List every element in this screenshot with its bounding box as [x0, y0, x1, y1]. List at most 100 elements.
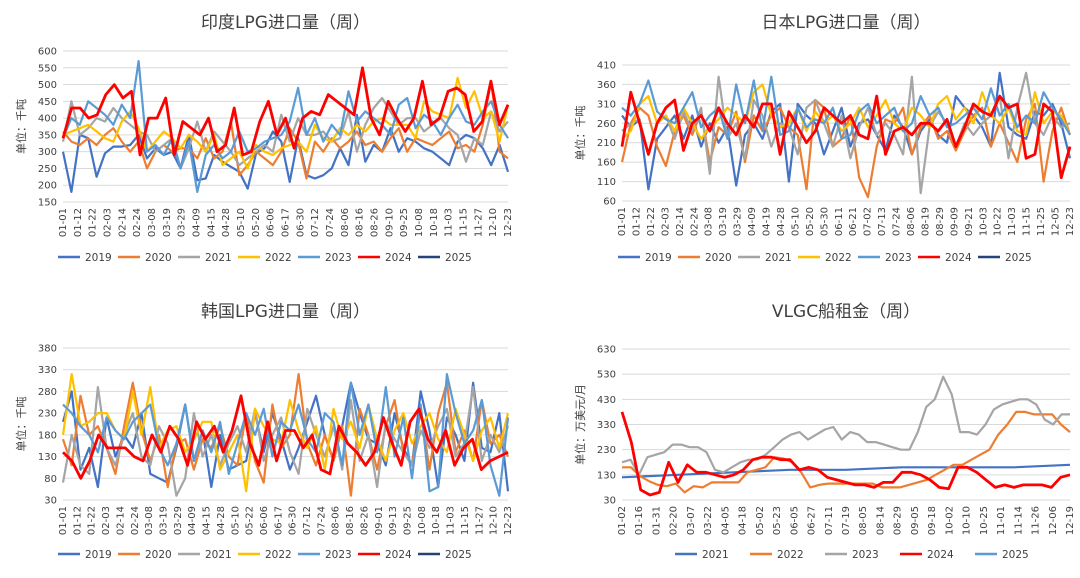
x-tick-label: 12-23 — [503, 506, 514, 535]
x-tick-label: 09-21 — [964, 207, 975, 236]
x-tick-label: 05-20 — [251, 208, 262, 237]
series-line-2024 — [620, 90, 1072, 180]
x-tick-label: 03-08 — [704, 207, 715, 236]
y-tick-label: 330 — [597, 420, 616, 431]
x-tick-label: 03-29 — [173, 506, 184, 535]
x-tick-label: 09-09 — [949, 207, 960, 236]
legend-label: 2019 — [645, 252, 672, 264]
chart-title: 日本LPG进口量（周） — [762, 13, 931, 33]
y-tick-label: 60 — [603, 197, 616, 208]
x-tick-label: 08-06 — [906, 207, 917, 236]
x-tick-label: 01-22 — [87, 506, 98, 535]
x-tick-label: 06-05 — [789, 506, 800, 535]
x-tick-label: 09-18 — [927, 506, 938, 535]
y-tick-label: 130 — [597, 470, 616, 481]
x-tick-label: 06-17 — [273, 506, 284, 535]
x-tick-label: 01-02 — [617, 506, 628, 535]
legend-label: 2021 — [765, 252, 792, 264]
x-tick-label: 08-06 — [331, 506, 342, 535]
y-tick-label: 360 — [597, 80, 616, 91]
legend-label: 2025 — [445, 252, 472, 264]
series-line-2024 — [61, 66, 510, 157]
legend-label: 2020 — [145, 549, 172, 561]
y-tick-label: 150 — [38, 198, 57, 209]
legend-label: 2024 — [945, 252, 972, 264]
x-tick-label: 02-24 — [132, 208, 143, 237]
x-tick-label: 11-03 — [446, 506, 457, 535]
series-line-2022 — [621, 83, 1072, 140]
x-tick-label: 01-22 — [646, 207, 657, 236]
legend-label: 2025 — [1005, 252, 1032, 264]
y-tick-label: 30 — [44, 496, 57, 507]
x-tick-label: 12-19 — [1065, 506, 1076, 535]
y-tick-label: 310 — [597, 99, 616, 110]
india-lpg-import-chart: 印度LPG进口量（周） 单位：千吨 150 200 250 300 350 400 450 500… — [14, 13, 514, 264]
y-tick-label: 530 — [597, 370, 616, 381]
legend-label: 2019 — [85, 549, 112, 561]
x-tick-label: 03-19 — [718, 207, 729, 236]
x-tick-label: 06-30 — [288, 506, 299, 535]
y-tick-label: 380 — [38, 344, 57, 355]
x-tick-label: 01-12 — [73, 208, 84, 237]
x-tick-label: 02-03 — [101, 506, 112, 535]
x-tick-label: 04-09 — [747, 207, 758, 236]
x-tick-label: 01-22 — [88, 208, 99, 237]
x-tick-label: 03-19 — [158, 506, 169, 535]
series-line-2022 — [61, 372, 510, 493]
y-tick-label: 280 — [38, 387, 57, 398]
x-tick-label: 02-20 — [669, 506, 680, 535]
x-tick-label: 04-18 — [738, 506, 749, 535]
legend-label: 2023 — [852, 549, 879, 561]
x-tick-label: 05-02 — [755, 506, 766, 535]
legend-label: 2024 — [927, 549, 954, 561]
x-tick-label: 05-20 — [805, 207, 816, 236]
x-tick-label: 10-18 — [431, 506, 442, 535]
legend-label: 2019 — [85, 252, 112, 264]
y-tick-label: 450 — [38, 97, 57, 108]
x-tick-label: 03-22 — [703, 506, 714, 535]
x-tick-label: 10-08 — [417, 506, 428, 535]
legend-label: 2021 — [205, 252, 232, 264]
x-tick-label: 04-28 — [221, 208, 232, 237]
legend-label: 2023 — [325, 252, 352, 264]
x-tick-label: 03-08 — [147, 208, 158, 237]
y-axis-label: 单位：千吨 — [14, 397, 28, 452]
x-tick-label: 06-17 — [281, 208, 292, 237]
y-tick-label: 160 — [597, 158, 616, 169]
y-tick-label: 230 — [38, 409, 57, 420]
x-tick-label: 10-03 — [978, 207, 989, 236]
x-tick-label: 12-23 — [1065, 207, 1076, 236]
x-tick-label: 11-14 — [1013, 506, 1024, 535]
x-tick-label: 02-03 — [660, 207, 671, 236]
series-line-2022 — [622, 410, 1071, 494]
x-tick-label: 08-29 — [893, 506, 904, 535]
legend-label: 2022 — [265, 549, 292, 561]
y-tick-label: 500 — [38, 80, 57, 91]
x-tick-label: 08-19 — [920, 207, 931, 236]
legend-label: 2020 — [145, 252, 172, 264]
y-axis-label: 单位：千吨 — [573, 106, 587, 161]
y-tick-label: 400 — [38, 114, 57, 125]
legend-label: 2021 — [702, 549, 729, 561]
x-tick-label: 04-05 — [720, 506, 731, 535]
series-line-2023 — [62, 372, 510, 497]
y-tick-label: 430 — [597, 395, 616, 406]
x-tick-label: 10-02 — [944, 506, 955, 535]
x-tick-label: 10-22 — [993, 207, 1004, 236]
x-tick-label: 06-11 — [834, 207, 845, 236]
chart-title: VLGC船租金（周） — [772, 302, 920, 322]
x-tick-label: 04-28 — [776, 207, 787, 236]
x-tick-label: 04-28 — [216, 506, 227, 535]
x-tick-label: 12-06 — [1048, 506, 1059, 535]
x-tick-label: 11-26 — [1031, 506, 1042, 535]
x-tick-label: 04-09 — [187, 506, 198, 535]
x-tick-label: 06-27 — [807, 506, 818, 535]
chart-title: 韩国LPG进口量（周） — [201, 302, 370, 322]
x-tick-label: 12-10 — [489, 506, 500, 535]
y-tick-label: 30 — [603, 496, 616, 507]
x-tick-label: 08-16 — [355, 208, 366, 237]
y-tick-label: 260 — [597, 119, 616, 130]
x-tick-label: 03-29 — [177, 208, 188, 237]
chart-title: 印度LPG进口量（周） — [201, 13, 370, 33]
x-tick-label: 02-24 — [689, 207, 700, 236]
